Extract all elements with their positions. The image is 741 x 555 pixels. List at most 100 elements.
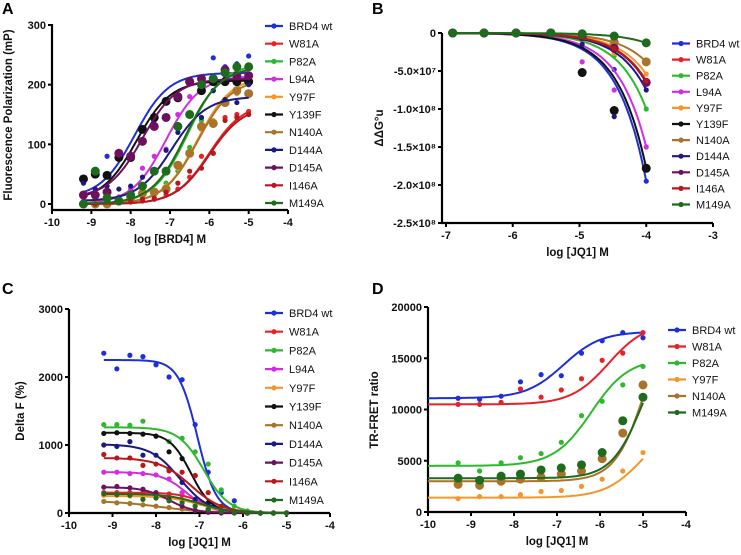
data-point xyxy=(198,153,205,159)
y-tick-label: 200 xyxy=(28,80,46,92)
data-point xyxy=(479,28,489,38)
data-point xyxy=(578,483,585,489)
x-tick-label: -9 xyxy=(466,519,476,531)
data-point xyxy=(114,430,120,436)
panel-b-chart: -7 -6 -5 -4 -3 0 -5.0×10⁷ -1.0×10⁸ -1.5×10⁸ -2.0×… xyxy=(374,28,739,259)
data-point xyxy=(114,455,120,461)
axes xyxy=(440,33,713,225)
legend-entry: M149A xyxy=(672,200,732,212)
data-point xyxy=(90,190,100,200)
data-point xyxy=(222,96,228,103)
fit-curve xyxy=(428,396,644,483)
fit-curve xyxy=(428,332,644,406)
data-point xyxy=(166,504,172,511)
x-tick-label: -4 xyxy=(681,519,692,531)
data-point xyxy=(453,479,463,489)
x-tick-label: -9 xyxy=(108,520,118,532)
data-point xyxy=(455,496,461,502)
data-point xyxy=(114,148,124,158)
data-point xyxy=(511,28,521,38)
data-point xyxy=(114,492,120,498)
data-point xyxy=(611,114,617,120)
x-tick-label: -7 xyxy=(552,519,562,531)
data-point xyxy=(114,483,120,490)
y-axis-title: TR-FRET ratio xyxy=(369,371,381,448)
data-point xyxy=(232,86,242,96)
data-point xyxy=(546,28,556,38)
data-point xyxy=(153,452,159,458)
y-tick-label: -2.5×10⁸ xyxy=(393,218,436,230)
legend-label: L94A xyxy=(289,74,315,86)
data-point xyxy=(208,74,218,84)
legend-marker xyxy=(674,327,680,333)
data-point xyxy=(149,121,159,131)
data-point xyxy=(498,494,504,500)
data-point xyxy=(114,443,120,449)
data-point xyxy=(153,472,159,478)
data-point xyxy=(246,82,252,88)
x-tick-label: -4 xyxy=(283,217,294,229)
legend-label: L94A xyxy=(696,87,722,99)
legend-marker xyxy=(271,200,277,206)
data-point xyxy=(149,187,159,197)
legend-entry: P82A xyxy=(668,358,720,370)
data-point xyxy=(475,475,485,485)
legend-marker xyxy=(271,347,277,353)
data-point xyxy=(127,485,133,491)
data-point xyxy=(78,174,88,184)
x-tick-label: -5 xyxy=(244,217,254,229)
y-tick-label: 1000 xyxy=(39,440,63,452)
data-point xyxy=(116,186,122,192)
data-point xyxy=(620,382,626,388)
data-point xyxy=(210,150,216,156)
data-point xyxy=(101,430,107,437)
data-point xyxy=(496,471,506,481)
data-point xyxy=(205,507,211,513)
legend-entry: Y97F xyxy=(672,103,723,115)
data-point xyxy=(643,87,649,93)
data-point xyxy=(101,442,107,448)
legend-marker xyxy=(271,41,277,47)
legend-label: BRD4 wt xyxy=(696,39,739,51)
data-point xyxy=(153,433,159,439)
legend-label: Y139F xyxy=(289,110,322,122)
data-point xyxy=(643,144,649,150)
data-point xyxy=(517,455,524,461)
data-point xyxy=(175,180,181,186)
legend-marker xyxy=(271,441,277,447)
data-point xyxy=(185,148,195,158)
data-point xyxy=(638,380,648,390)
legend-marker xyxy=(674,376,680,383)
data-point xyxy=(599,357,605,363)
panel-label-c: C xyxy=(2,281,14,298)
data-point xyxy=(127,352,133,358)
data-point xyxy=(126,190,136,200)
legend-entry: L94A xyxy=(265,364,315,376)
x-axis-title: log [JQ1] M xyxy=(168,537,231,549)
data-point xyxy=(166,374,172,380)
legend-marker xyxy=(271,310,277,316)
x-tick-label: -8 xyxy=(126,217,136,229)
y-tick-label: 0 xyxy=(430,28,436,40)
data-point xyxy=(498,399,504,405)
y-tick-label: -1.5×10⁸ xyxy=(393,142,436,154)
fit-curve xyxy=(103,493,287,514)
y-tick-label: 2000 xyxy=(39,372,63,384)
data-point xyxy=(577,68,587,78)
x-tick-label: -4 xyxy=(325,520,336,532)
legend-label: Y97F xyxy=(289,92,316,104)
x-tick-label: -8 xyxy=(151,520,161,532)
data-point xyxy=(114,196,124,206)
data-point xyxy=(139,174,146,180)
legend-label: I146A xyxy=(696,183,725,195)
legend-entry: N140A xyxy=(672,135,730,147)
data-point xyxy=(185,77,195,87)
data-point xyxy=(453,473,463,483)
data-point xyxy=(187,168,193,174)
data-point xyxy=(179,435,185,441)
legend-entry: N140A xyxy=(265,127,323,139)
data-point xyxy=(597,448,607,458)
legend-label: N140A xyxy=(696,135,730,147)
data-point xyxy=(246,53,252,59)
data-point xyxy=(140,496,146,502)
